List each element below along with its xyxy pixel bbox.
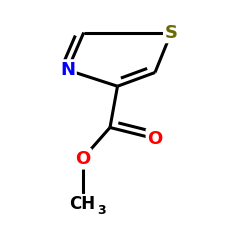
- Text: 3: 3: [97, 204, 106, 216]
- Text: CH: CH: [70, 195, 96, 213]
- Text: O: O: [75, 150, 90, 168]
- Text: S: S: [165, 24, 178, 42]
- Text: N: N: [60, 61, 75, 79]
- Text: O: O: [148, 130, 162, 148]
